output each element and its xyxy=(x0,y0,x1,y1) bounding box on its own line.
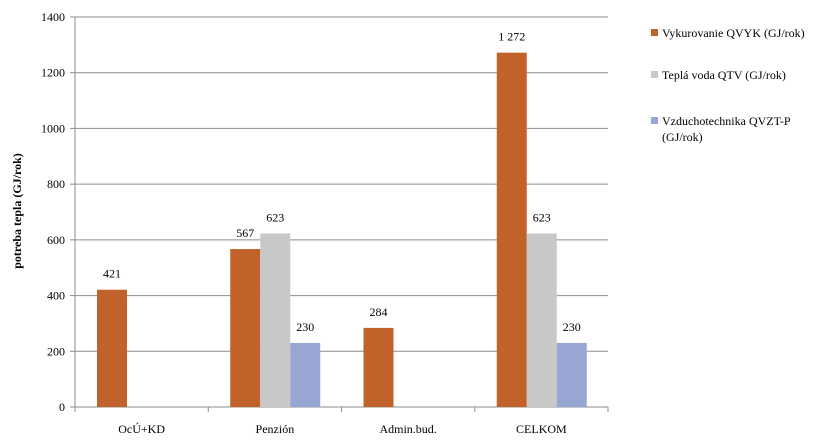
bar xyxy=(363,327,394,407)
data-label: 567 xyxy=(236,226,254,240)
legend-label: Vykurovanie QVYK (GJ/rok) xyxy=(662,26,805,40)
x-tick-labels: OcÚ+KD Penzión Admin.bud. CELKOM xyxy=(118,422,567,436)
data-label: 284 xyxy=(370,305,388,319)
legend-label: Vzduchotechnika QVZT-P (GJ/rok) xyxy=(662,114,791,144)
bar xyxy=(97,289,127,407)
x-tick-label: CELKOM xyxy=(516,422,567,436)
y-tick-label: 600 xyxy=(47,233,65,247)
y-tick-label: 1000 xyxy=(41,121,65,135)
legend-label: Teplá voda QTV (GJ/rok) xyxy=(662,68,786,82)
legend-swatch xyxy=(651,71,658,78)
y-tick-label: 200 xyxy=(47,344,65,358)
data-label: 230 xyxy=(296,320,314,334)
y-tick-label: 800 xyxy=(47,177,65,191)
bar xyxy=(526,233,557,407)
legend-swatch xyxy=(651,117,658,124)
x-tick-label: OcÚ+KD xyxy=(118,422,165,436)
bars xyxy=(97,52,587,408)
gridlines xyxy=(75,16,608,408)
data-label: 421 xyxy=(103,267,121,281)
bar xyxy=(290,342,321,407)
data-label: 1 272 xyxy=(498,30,525,44)
legend: Vykurovanie QVYK (GJ/rok) Teplá voda QTV … xyxy=(651,26,805,144)
y-tick-label: 0 xyxy=(59,400,65,414)
bar xyxy=(230,249,261,407)
data-label: 623 xyxy=(266,210,284,224)
y-tick-label: 1200 xyxy=(41,66,65,80)
y-axis-label: potreba tepla (GJ/rok) xyxy=(10,153,24,269)
x-tick-label: Admin.bud. xyxy=(379,422,436,436)
data-label: 623 xyxy=(533,210,551,224)
y-tick-label: 1400 xyxy=(41,10,65,24)
legend-swatch xyxy=(651,29,658,36)
y-tick-labels: 0 200 400 600 800 1000 1200 1400 xyxy=(41,10,65,414)
bar xyxy=(556,342,587,407)
data-label: 230 xyxy=(563,320,581,334)
bar xyxy=(260,233,291,407)
data-labels: 421 567 284 1 272 623 623 230 230 xyxy=(103,30,581,334)
y-tick-label: 400 xyxy=(47,289,65,303)
x-tick-label: Penzión xyxy=(256,422,295,436)
bar xyxy=(496,52,527,408)
